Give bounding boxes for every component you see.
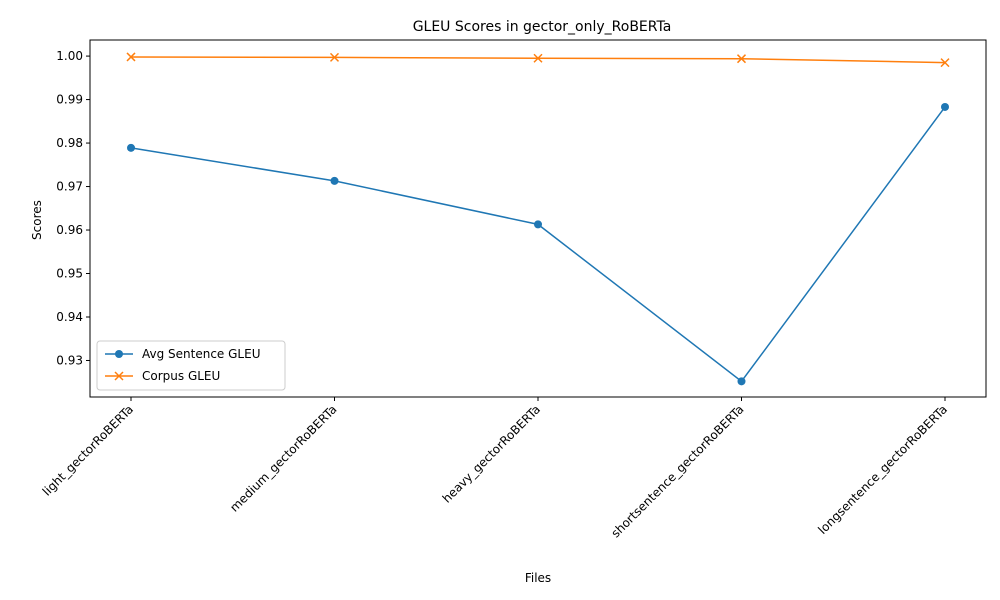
- series-1: [126, 52, 950, 68]
- data-point: [127, 143, 135, 152]
- y-tick-label: 0.99: [56, 93, 83, 107]
- data-point: [941, 102, 949, 111]
- data-point: [940, 58, 950, 68]
- data-point: [126, 52, 136, 62]
- legend-item: Avg Sentence GLEU: [105, 347, 260, 361]
- y-tick-label: 0.95: [56, 267, 83, 281]
- chart-title: GLEU Scores in gector_only_RoBERTa: [413, 19, 672, 35]
- legend-box: [96, 340, 286, 391]
- data-point: [329, 52, 340, 62]
- legend: Avg Sentence GLEU Corpus GLEU: [96, 340, 286, 391]
- y-tick-label: 0.97: [56, 180, 83, 194]
- legend-marker: [115, 350, 123, 358]
- data-point: [736, 54, 747, 64]
- legend-label: Corpus GLEU: [142, 369, 220, 383]
- legend-item: Corpus GLEU: [105, 369, 220, 383]
- y-tick-label: 0.98: [56, 136, 83, 150]
- y-tick-label: 0.94: [56, 310, 83, 324]
- x-axis-label: Files: [525, 571, 551, 585]
- legend-label: Avg Sentence GLEU: [142, 347, 260, 361]
- data-point: [534, 220, 542, 229]
- y-tick-label: 1.00: [56, 49, 83, 63]
- y-axis-label: Scores: [30, 200, 44, 240]
- y-axis: 0.93 0.94 0.95 0.96 0.97 0.98 0.99 1.00: [56, 49, 90, 367]
- series-0: [127, 102, 949, 386]
- data-point: [737, 377, 746, 386]
- data-point: [533, 53, 543, 63]
- y-tick-label: 0.96: [56, 223, 83, 237]
- y-tick-label: 0.93: [56, 353, 83, 367]
- plot-area: [126, 52, 950, 386]
- data-point: [330, 176, 339, 185]
- legend-marker: [114, 371, 124, 381]
